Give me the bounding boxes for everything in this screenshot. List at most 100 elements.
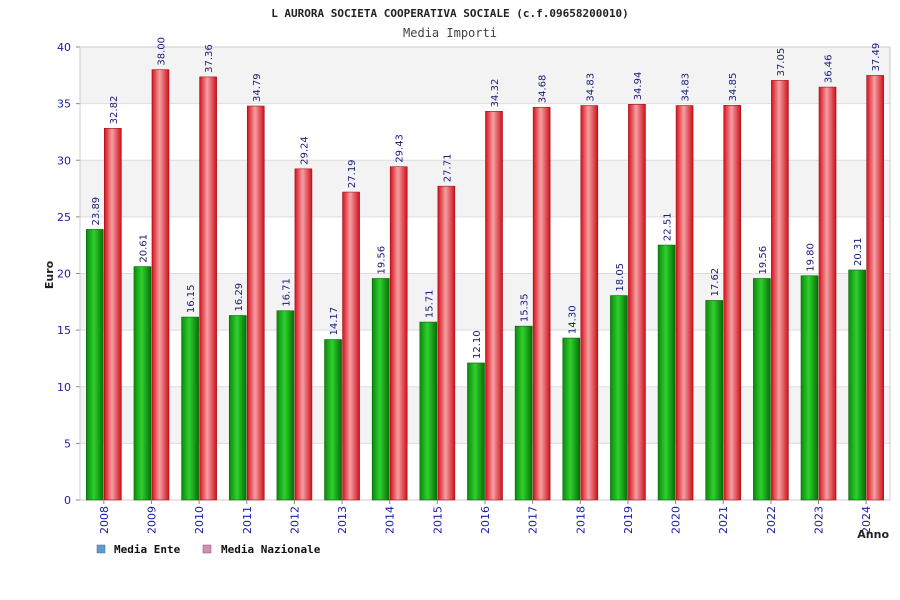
bar-media-ente-2020 <box>657 244 676 501</box>
x-tick-label-2017: 2017 <box>527 506 540 534</box>
data-label-media-ente-2008: 23.89 <box>91 197 102 226</box>
y-tick-label: 20 <box>57 268 71 281</box>
data-label-media-ente-2019: 18.05 <box>615 263 626 292</box>
x-tick-label-2008: 2008 <box>98 506 111 534</box>
bar-media-ente-2010 <box>181 316 199 501</box>
data-label-media-nazionale-2020: 34.83 <box>681 73 692 102</box>
x-tick-label-2019: 2019 <box>622 506 635 534</box>
legend-swatch-media-ente <box>96 544 106 554</box>
data-label-media-ente-2014: 19.56 <box>377 246 388 275</box>
bar-media-nazionale-2021 <box>723 105 742 501</box>
data-label-media-ente-2023: 19.80 <box>806 243 817 272</box>
bar-media-nazionale-2017 <box>532 106 551 501</box>
bar-media-nazionale-2015 <box>437 185 456 501</box>
x-tick-label-2022: 2022 <box>765 506 778 534</box>
bar-media-ente-2012 <box>276 310 295 501</box>
x-tick-label-2015: 2015 <box>431 506 444 534</box>
data-label-media-nazionale-2016: 34.32 <box>490 79 501 108</box>
x-tick-label-2013: 2013 <box>336 506 349 534</box>
bar-media-ente-2014 <box>371 278 390 501</box>
data-label-media-nazionale-2021: 34.85 <box>728 73 739 102</box>
legend: Media Ente Media Nazionale <box>96 543 321 556</box>
bar-media-ente-2013 <box>324 339 342 501</box>
bar-media-ente-2024 <box>848 269 866 501</box>
data-label-media-ente-2021: 17.62 <box>710 268 721 297</box>
bar-media-ente-2023 <box>800 275 819 501</box>
y-tick-label: 5 <box>64 437 71 450</box>
y-tick-label: 30 <box>57 154 71 167</box>
bar-media-ente-2011 <box>228 315 247 501</box>
chart-subtitle: Media Importi <box>403 26 497 40</box>
bars <box>86 69 884 501</box>
data-label-media-ente-2022: 19.56 <box>758 246 769 275</box>
x-axis: 2008 2009 2010 2011 2012 2013 2014 2015 2016 2017… <box>98 500 873 534</box>
data-label-media-ente-2024: 20.31 <box>853 237 864 266</box>
y-axis-label: Euro <box>43 260 56 289</box>
bar-media-ente-2016 <box>467 362 485 501</box>
bar-media-ente-2018 <box>562 337 581 501</box>
data-label-media-nazionale-2015: 27.71 <box>442 154 453 183</box>
bar-media-nazionale-2009 <box>151 69 170 501</box>
y-tick-label: 0 <box>64 494 71 507</box>
bar-media-ente-2017 <box>514 325 533 501</box>
x-tick-label-2011: 2011 <box>241 506 254 534</box>
bar-media-ente-2022 <box>753 278 771 501</box>
y-tick-label: 40 <box>57 41 71 54</box>
x-tick-label-2014: 2014 <box>384 506 397 534</box>
legend-swatch-media-nazionale <box>202 544 212 554</box>
data-label-media-nazionale-2012: 29.24 <box>299 136 310 165</box>
data-label-media-ente-2009: 20.61 <box>138 234 149 263</box>
x-tick-label-2020: 2020 <box>670 506 683 534</box>
x-tick-label-2012: 2012 <box>288 506 301 534</box>
data-label-media-nazionale-2022: 37.05 <box>776 48 787 77</box>
bar-media-ente-2019 <box>610 295 628 501</box>
data-label-media-nazionale-2019: 34.94 <box>633 72 644 101</box>
x-tick-label-2021: 2021 <box>717 506 730 534</box>
bar-media-nazionale-2012 <box>294 168 313 501</box>
data-label-media-nazionale-2023: 36.46 <box>824 54 835 83</box>
bar-media-nazionale-2013 <box>342 191 360 501</box>
y-tick-label: 10 <box>57 381 71 394</box>
x-tick-label-2024: 2024 <box>860 506 873 534</box>
legend-label-media-nazionale: Media Nazionale <box>221 543 321 556</box>
data-label-media-nazionale-2010: 37.36 <box>204 44 215 73</box>
data-label-media-ente-2011: 16.29 <box>234 283 245 312</box>
bar-media-ente-2015 <box>419 321 438 501</box>
data-label-media-nazionale-2017: 34.68 <box>538 75 549 104</box>
bar-media-nazionale-2022 <box>771 80 789 501</box>
x-tick-label-2010: 2010 <box>193 506 206 534</box>
bar-media-nazionale-2024 <box>866 75 884 501</box>
chart-title: L AURORA SOCIETA COOPERATIVA SOCIALE (c.… <box>271 7 629 20</box>
data-label-media-ente-2018: 14.30 <box>567 305 578 334</box>
y-tick-label: 35 <box>57 98 71 111</box>
x-tick-label-2018: 2018 <box>574 506 587 534</box>
data-label-media-ente-2013: 14.17 <box>329 307 340 336</box>
data-label-media-nazionale-2014: 29.43 <box>395 134 406 163</box>
bar-media-nazionale-2023 <box>818 86 837 501</box>
bar-media-ente-2008 <box>86 229 104 501</box>
bar-media-nazionale-2019 <box>628 104 646 501</box>
data-label-media-nazionale-2013: 27.19 <box>347 159 358 188</box>
bar-media-ente-2009 <box>133 266 152 501</box>
data-label-media-nazionale-2018: 34.83 <box>585 73 596 102</box>
x-tick-label-2009: 2009 <box>145 506 158 534</box>
data-label-media-nazionale-2008: 32.82 <box>109 96 120 125</box>
legend-label-media-ente: Media Ente <box>114 543 181 556</box>
bar-media-nazionale-2011 <box>246 105 265 501</box>
data-label-media-ente-2015: 15.71 <box>424 289 435 318</box>
data-labels: 23.89 32.82 20.61 38.00 16.15 37.36 16.29 34.79… <box>91 37 882 359</box>
bar-media-nazionale-2014 <box>389 166 408 501</box>
y-tick-label: 25 <box>57 211 71 224</box>
bar-media-nazionale-2010 <box>199 76 217 501</box>
data-label-media-ente-2020: 22.51 <box>663 212 674 241</box>
data-label-media-nazionale-2024: 37.49 <box>871 43 882 72</box>
bar-media-ente-2021 <box>705 300 724 501</box>
x-tick-label-2023: 2023 <box>813 506 826 534</box>
y-tick-label: 15 <box>57 324 71 337</box>
data-label-media-ente-2017: 15.35 <box>520 294 531 323</box>
bar-media-nazionale-2008 <box>104 128 122 501</box>
data-label-media-nazionale-2009: 38.00 <box>156 37 167 66</box>
data-label-media-ente-2012: 16.71 <box>281 278 292 307</box>
bar-media-nazionale-2018 <box>580 105 599 501</box>
